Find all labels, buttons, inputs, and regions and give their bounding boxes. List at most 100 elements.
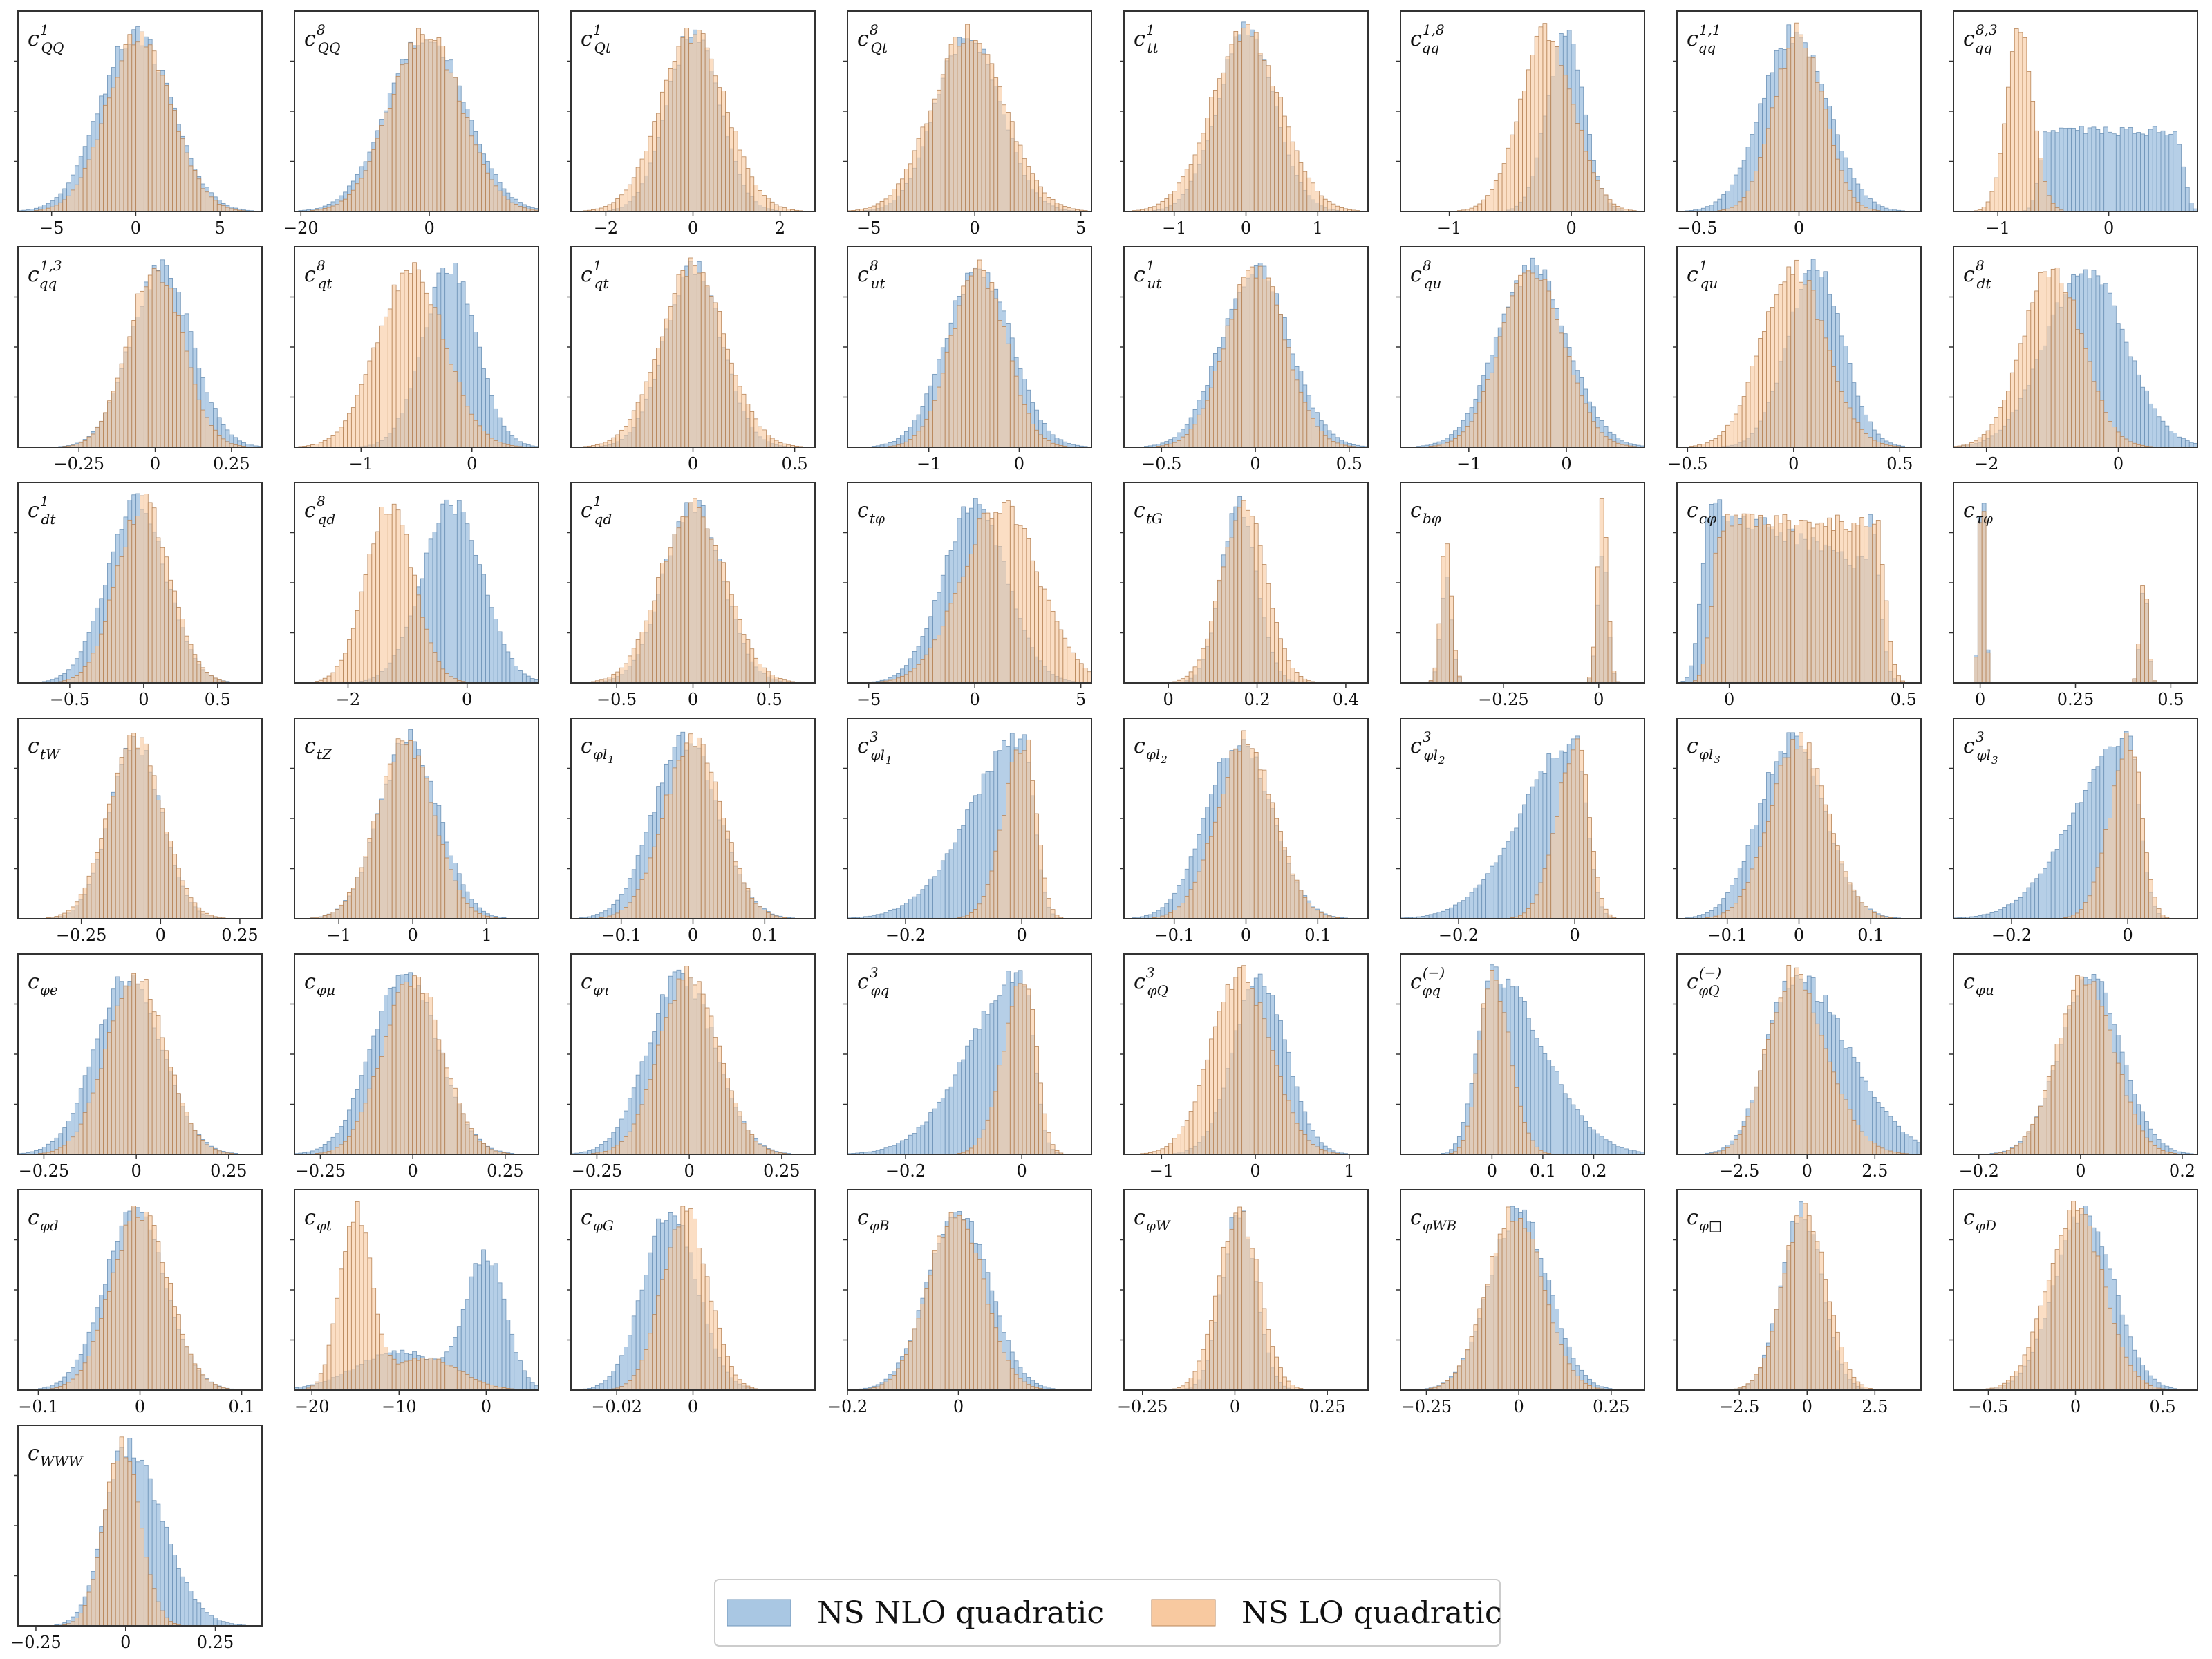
histogram-bar bbox=[428, 39, 433, 212]
histogram-bar bbox=[1217, 78, 1222, 212]
histogram-bar bbox=[2140, 1380, 2145, 1390]
histogram-bar bbox=[1831, 833, 1836, 919]
histogram-bar bbox=[493, 619, 498, 683]
series-lo-bars bbox=[1449, 969, 1552, 1154]
histogram-bar bbox=[1461, 1140, 1466, 1154]
histogram-bar bbox=[700, 993, 706, 1154]
histogram-bar bbox=[1546, 1060, 1552, 1154]
histogram-bar bbox=[1449, 907, 1454, 919]
panel-title: c1 qt bbox=[581, 257, 609, 292]
histogram-bar bbox=[196, 1135, 202, 1154]
histogram-bar bbox=[1490, 372, 1494, 447]
histogram-bar bbox=[1827, 350, 1832, 447]
histogram-bar bbox=[1046, 440, 1051, 447]
histogram-bar bbox=[420, 767, 425, 919]
histogram-bar bbox=[627, 1380, 632, 1390]
histogram-bar bbox=[1192, 154, 1198, 212]
histogram-bar bbox=[119, 1250, 124, 1390]
histogram-bar bbox=[379, 1333, 384, 1390]
histogram-bar bbox=[908, 439, 913, 447]
histogram-bar bbox=[209, 675, 214, 683]
histogram-bar bbox=[424, 628, 429, 683]
histogram-bar bbox=[160, 808, 165, 919]
histogram-bar bbox=[111, 796, 116, 919]
histogram-bar bbox=[1465, 897, 1470, 919]
histogram-bar bbox=[1249, 1248, 1255, 1390]
histogram-bar bbox=[1530, 1239, 1535, 1390]
histogram-bar bbox=[733, 1103, 738, 1154]
histogram-bar bbox=[2184, 187, 2190, 212]
histogram-bar bbox=[652, 1314, 657, 1390]
histogram-bar bbox=[188, 165, 194, 212]
histogram-bar bbox=[766, 435, 771, 447]
histogram-bar bbox=[1754, 1374, 1759, 1390]
histogram-bar bbox=[1237, 967, 1243, 1154]
histogram-bar bbox=[741, 634, 747, 683]
histogram-bar bbox=[1790, 37, 1796, 212]
histogram-bar bbox=[180, 880, 185, 919]
histogram-bar bbox=[888, 910, 893, 919]
histogram-bar bbox=[1599, 498, 1604, 683]
x-tick-label: 0 bbox=[1017, 1161, 1027, 1181]
histogram-bar bbox=[400, 272, 405, 447]
histogram-bar bbox=[2160, 130, 2166, 212]
histogram-bar bbox=[168, 288, 173, 447]
histogram-bar bbox=[2071, 1201, 2076, 1390]
histogram-bar bbox=[977, 43, 982, 212]
panel-title: ctG bbox=[1134, 498, 1163, 527]
histogram-bar bbox=[1184, 434, 1190, 447]
histogram-bar bbox=[91, 433, 96, 447]
histogram-bar bbox=[1786, 964, 1792, 1154]
histogram-bar bbox=[1514, 121, 1519, 212]
histogram-bar bbox=[729, 842, 734, 919]
histogram-bar bbox=[1038, 434, 1043, 447]
histogram-bar bbox=[416, 755, 421, 919]
x-tick-label: 0 bbox=[970, 218, 980, 238]
histogram-bar bbox=[1266, 277, 1271, 447]
histogram-bar bbox=[924, 654, 930, 683]
histogram-bar bbox=[1875, 441, 1881, 447]
histogram-bar bbox=[1709, 440, 1714, 447]
histogram-bar bbox=[1538, 26, 1544, 212]
histogram-bar bbox=[2067, 825, 2072, 919]
histogram-bar bbox=[2046, 861, 2052, 919]
histogram-bar bbox=[1225, 325, 1230, 447]
histogram-bar bbox=[1859, 205, 1865, 212]
histogram-bar bbox=[1164, 198, 1170, 212]
histogram-bar bbox=[737, 1111, 742, 1154]
histogram-bar bbox=[168, 1282, 173, 1390]
histogram-bar bbox=[1745, 190, 1751, 212]
histogram-bar bbox=[1802, 1203, 1808, 1390]
histogram-bar bbox=[2026, 1347, 2032, 1390]
histogram-bar bbox=[1038, 586, 1043, 683]
histogram-bar bbox=[2156, 132, 2162, 212]
histogram-bar bbox=[1741, 888, 1747, 919]
histogram-bar bbox=[1188, 1378, 1194, 1390]
histogram-bar bbox=[428, 997, 433, 1154]
histogram-bar bbox=[140, 981, 144, 1154]
histogram-bar bbox=[355, 1201, 360, 1390]
histogram-bar bbox=[1298, 890, 1304, 919]
histogram-bar bbox=[1311, 907, 1315, 919]
histogram-bar bbox=[709, 1015, 714, 1154]
x-tick-label: 0.1 bbox=[1304, 926, 1331, 945]
x-tick-label: 0 bbox=[1514, 1397, 1524, 1416]
histogram-bar bbox=[343, 198, 348, 212]
histogram-bar bbox=[1501, 1228, 1507, 1390]
histogram-bar bbox=[969, 1242, 974, 1390]
histogram-bar bbox=[119, 363, 124, 447]
histogram-bar bbox=[1002, 815, 1006, 919]
histogram-bar bbox=[184, 350, 189, 447]
histogram-bar bbox=[1770, 107, 1775, 212]
histogram-bar bbox=[997, 830, 1002, 919]
x-tick-label: 0.25 bbox=[221, 926, 258, 945]
histogram-bar bbox=[1562, 1093, 1568, 1154]
histogram-bar bbox=[326, 675, 332, 683]
histogram-bar bbox=[644, 620, 649, 683]
histogram-bar bbox=[940, 626, 946, 683]
histogram-bar bbox=[188, 1123, 194, 1154]
histogram-panel: −0.5 0 0.5c1 ut bbox=[1120, 246, 1369, 474]
histogram-bar bbox=[147, 44, 153, 212]
histogram-bar bbox=[384, 1036, 388, 1154]
